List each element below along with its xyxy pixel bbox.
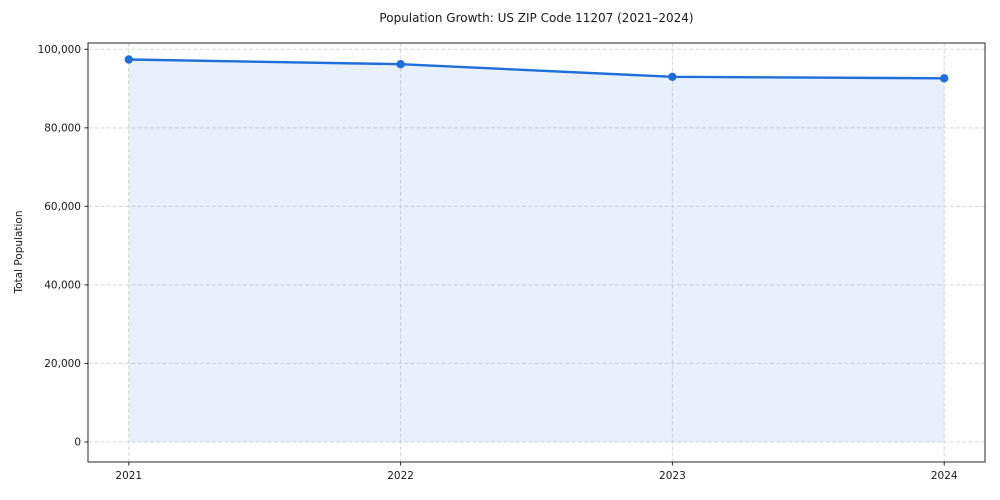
x-tick-label: 2021 [115, 470, 142, 482]
chart-title: Population Growth: US ZIP Code 11207 (20… [379, 11, 694, 25]
x-tick-label: 2022 [387, 470, 414, 482]
x-tick-label: 2023 [659, 470, 686, 482]
series-line [127, 58, 946, 80]
series-area-fill [128, 59, 945, 442]
plot-border [87, 42, 986, 463]
x-tick-label: 2024 [931, 470, 958, 482]
data-point-marker [940, 74, 949, 83]
y-tick-label: 80,000 [44, 123, 81, 135]
y-tick-label: 60,000 [44, 201, 81, 213]
data-point-marker [396, 59, 405, 69]
data-point-marker [668, 72, 677, 82]
y-tick-label: 20,000 [44, 358, 81, 370]
y-tick-label: 0 [74, 437, 81, 449]
data-point-marker [124, 55, 133, 64]
y-tick-label: 100,000 [38, 44, 81, 56]
y-tick-label: 40,000 [44, 280, 81, 292]
